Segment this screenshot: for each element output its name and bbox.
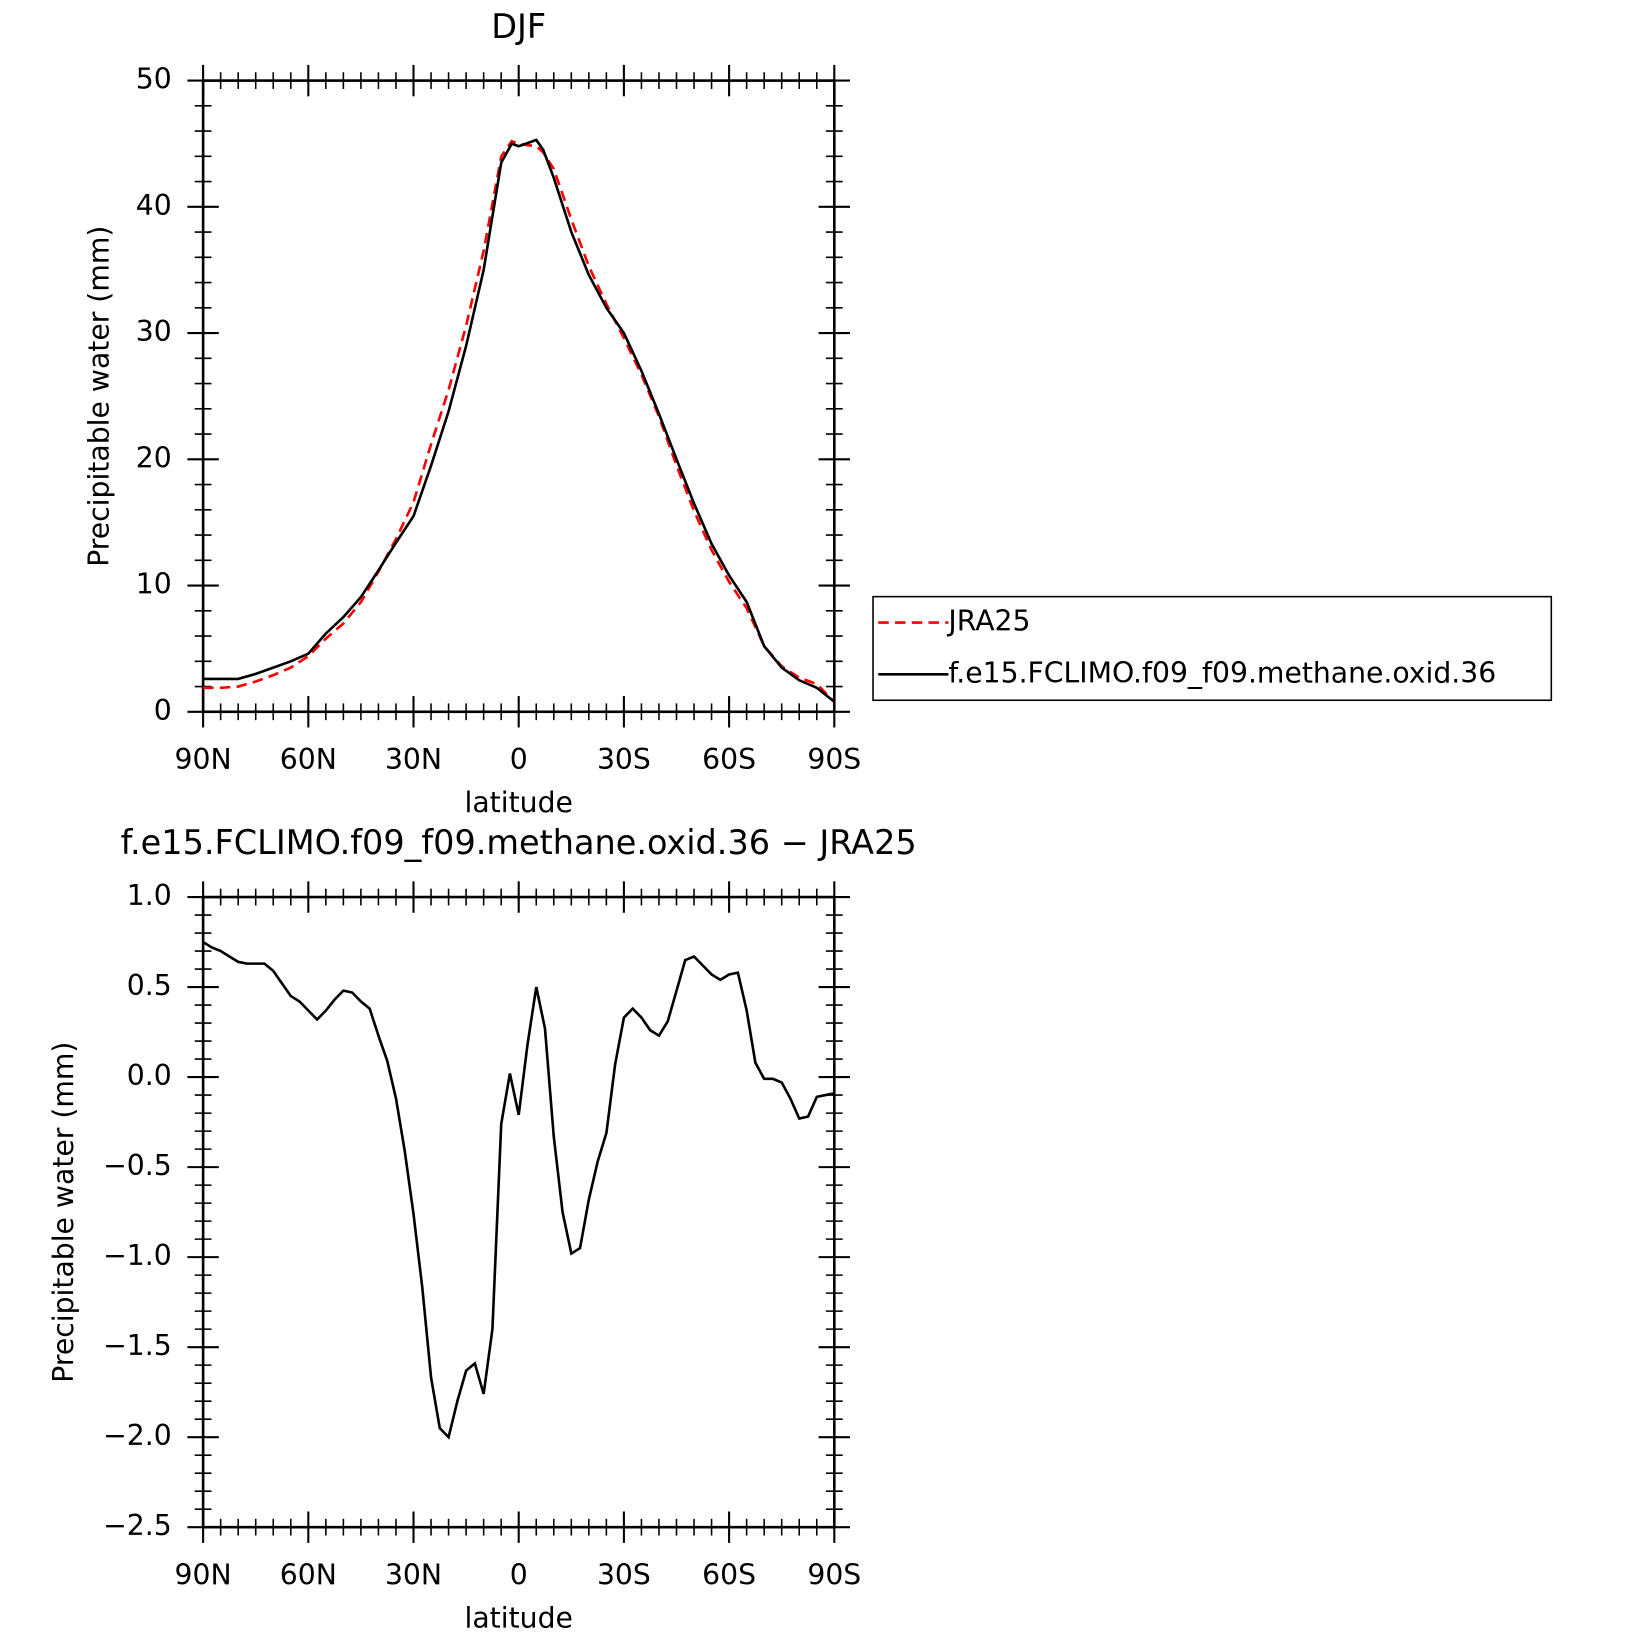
x-tick-label: 30N	[385, 743, 442, 776]
x-axis-label: latitude	[465, 1601, 573, 1634]
y-tick-label: −2.0	[103, 1419, 172, 1452]
x-tick-label: 90S	[807, 743, 861, 776]
data-line	[202, 940, 835, 1440]
legend-label: f.e15.FCLIMO.f09_f09.methane.oxid.36	[948, 656, 1496, 689]
data-line	[203, 139, 836, 703]
y-tick-label: 10	[136, 568, 172, 601]
y-tick-label: 0.0	[127, 1059, 172, 1092]
legend-box	[872, 595, 1553, 702]
x-tick-label: 30S	[597, 743, 651, 776]
y-tick-label: −1.5	[103, 1329, 172, 1362]
plot-frame	[201, 895, 836, 1529]
y-tick-label: 50	[136, 63, 172, 96]
x-tick-label: 90N	[175, 743, 232, 776]
x-tick-label: 30N	[385, 1558, 442, 1591]
y-tick-label: 1.0	[127, 879, 172, 912]
data-line	[203, 138, 836, 703]
y-tick-label: 40	[136, 189, 172, 222]
x-tick-label: 60S	[702, 1558, 756, 1591]
y-tick-label: 0	[154, 694, 172, 727]
y-tick-label: −0.5	[103, 1149, 172, 1182]
y-axis-label: Precipitable water (mm)	[47, 1042, 80, 1383]
x-tick-label: 0	[510, 743, 528, 776]
chart-title: f.e15.FCLIMO.f09_f09.methane.oxid.36 − J…	[121, 823, 917, 862]
x-tick-label: 90S	[807, 1558, 861, 1591]
y-tick-label: 20	[136, 441, 172, 474]
y-tick-label: 30	[136, 315, 172, 348]
y-tick-label: 0.5	[127, 969, 172, 1002]
x-tick-label: 90N	[175, 1558, 232, 1591]
plot-frame	[201, 79, 836, 714]
chart-title: DJF	[491, 7, 546, 46]
x-tick-label: 30S	[597, 1558, 651, 1591]
x-tick-label: 60N	[280, 743, 337, 776]
x-tick-label: 60N	[280, 1558, 337, 1591]
legend-label: JRA25	[946, 605, 1030, 638]
x-tick-label: 0	[510, 1558, 528, 1591]
y-tick-label: −1.0	[103, 1239, 172, 1272]
y-tick-label: −2.5	[103, 1509, 172, 1542]
x-tick-label: 60S	[702, 743, 756, 776]
x-axis-label: latitude	[465, 786, 573, 819]
y-axis-label: Precipitable water (mm)	[83, 226, 116, 567]
